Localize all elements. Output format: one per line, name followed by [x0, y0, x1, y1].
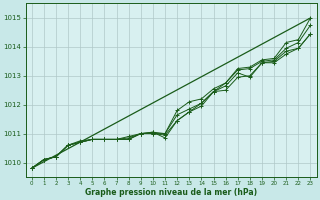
- X-axis label: Graphe pression niveau de la mer (hPa): Graphe pression niveau de la mer (hPa): [85, 188, 257, 197]
